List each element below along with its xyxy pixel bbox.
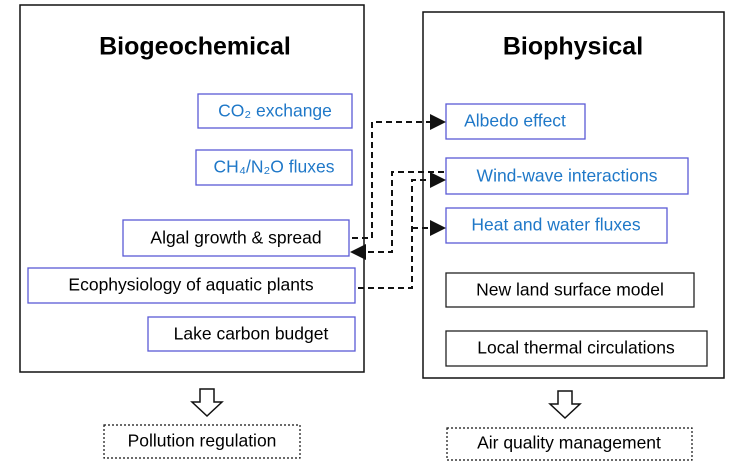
panel-title: Biophysical — [503, 33, 643, 61]
outcome-box — [446, 427, 693, 461]
item: Ecophysiology of aquatic plants — [68, 275, 313, 295]
item: Algal growth & spread — [150, 228, 321, 248]
item-box — [445, 207, 668, 244]
panel-title: Biogeochemical — [99, 33, 291, 61]
item-box — [445, 103, 586, 140]
item-box — [445, 157, 689, 195]
item-box — [27, 267, 356, 304]
item: Albedo effect — [464, 111, 566, 131]
connector — [358, 172, 446, 289]
item: Wind-wave interactions — [477, 166, 658, 186]
item: Heat and water fluxes — [471, 215, 641, 235]
outcome-box — [103, 424, 301, 459]
item-box — [197, 93, 353, 129]
item-box — [122, 219, 350, 257]
item: Local thermal circulations — [477, 338, 675, 358]
connector — [352, 114, 446, 239]
panel — [19, 4, 365, 373]
item: New land surface model — [476, 280, 664, 300]
down-arrow — [548, 390, 582, 420]
panel — [422, 11, 725, 379]
connector — [350, 171, 444, 260]
item-box — [445, 330, 708, 367]
item-box — [147, 316, 356, 352]
item-box — [195, 149, 353, 186]
down-arrow — [190, 388, 224, 418]
item: CH₄/N₂O fluxes — [214, 157, 335, 177]
outcome: Pollution regulation — [128, 431, 277, 451]
outcome: Air quality management — [477, 433, 661, 453]
item: CO₂ exchange — [218, 101, 332, 121]
item: Lake carbon budget — [174, 324, 329, 344]
item-box — [445, 272, 695, 308]
